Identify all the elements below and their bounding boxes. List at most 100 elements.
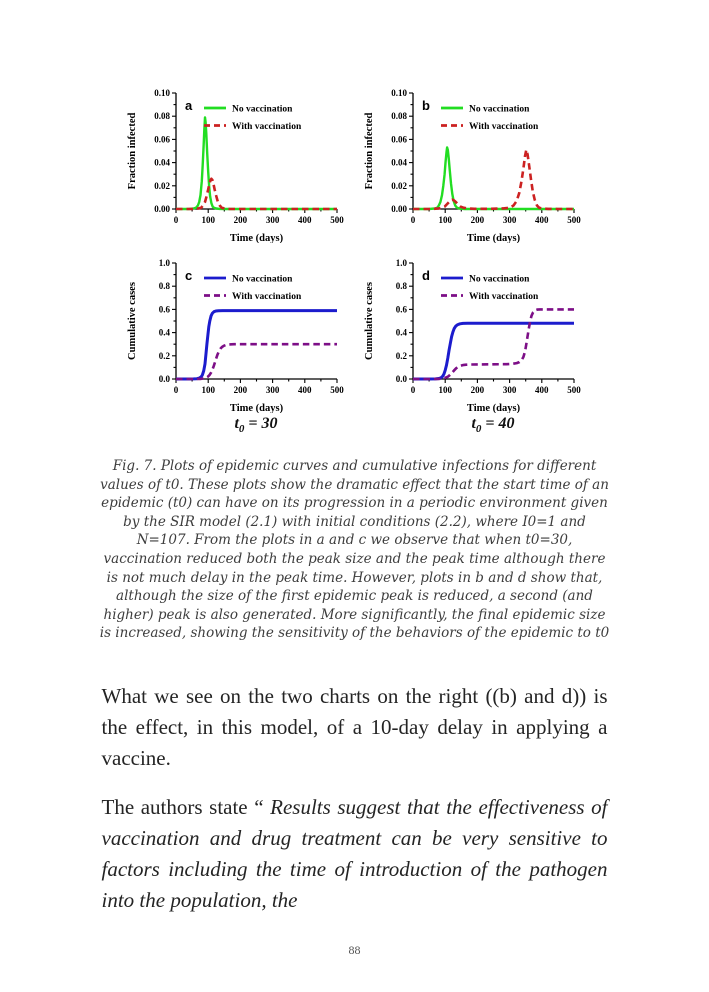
t0-value: = 40 bbox=[485, 415, 515, 432]
svg-text:0: 0 bbox=[410, 215, 415, 225]
caption-line: is not much delay in the peak time. Howe… bbox=[106, 569, 603, 586]
x-axis-title: Time (days) bbox=[466, 403, 520, 413]
chart-cell-b: 0 100 200 300 400 500 0.00 0.02 0.04 0.06 0.08 0.10… bbox=[361, 85, 586, 243]
series-no-vaccination bbox=[412, 146, 574, 211]
legend: No vaccination With vaccination bbox=[440, 105, 539, 132]
paragraph-1: What we see on the two charts on the rig… bbox=[101, 683, 608, 770]
series-with-vaccination bbox=[412, 308, 574, 381]
chart-cell-a: 0 100 200 300 400 500 0.00 0.02 0.04 0.06 0.08 0.10… bbox=[124, 85, 349, 243]
svg-text:0.10: 0.10 bbox=[391, 88, 407, 98]
svg-text:300: 300 bbox=[265, 385, 279, 395]
caption-line: vaccination reduced both the peak size a… bbox=[103, 550, 606, 567]
y-axis-title: Fraction infected bbox=[364, 112, 375, 189]
svg-text:0.2: 0.2 bbox=[158, 351, 170, 361]
t0-label-c: t0 = 30 bbox=[144, 415, 369, 439]
svg-text:0.04: 0.04 bbox=[391, 158, 407, 168]
chart-cell-c: 0 100 200 300 400 500 0.0 0.2 0.4 0.6 0.8 1.0 Time (… bbox=[124, 255, 349, 439]
t0-value: = 30 bbox=[248, 415, 278, 432]
paragraph-2: The authors state “ Results suggest that… bbox=[102, 792, 608, 916]
figure-caption: Fig. 7. Plots of epidemic curves and cum… bbox=[85, 457, 625, 643]
svg-text:0.04: 0.04 bbox=[154, 158, 170, 168]
svg-text:0.08: 0.08 bbox=[154, 111, 170, 121]
series-no-vaccination bbox=[412, 321, 574, 381]
charts-grid: 0 100 200 300 400 500 0.00 0.02 0.04 0.06 0.08 0.10… bbox=[124, 85, 586, 439]
series-with-vaccination bbox=[412, 148, 574, 211]
figure-7: 0 100 200 300 400 500 0.00 0.02 0.04 0.06 0.08 0.10… bbox=[85, 85, 625, 643]
svg-text:100: 100 bbox=[201, 385, 215, 395]
svg-text:200: 200 bbox=[233, 385, 247, 395]
caption-line: N=107. From the plots in a and c we obse… bbox=[136, 532, 573, 549]
caption-line: although the size of the first epidemic … bbox=[116, 588, 593, 605]
svg-text:400: 400 bbox=[298, 385, 312, 395]
svg-text:200: 200 bbox=[233, 215, 247, 225]
series-with-vaccination bbox=[175, 177, 337, 211]
svg-text:500: 500 bbox=[330, 215, 344, 225]
paragraph-2-quote: Results suggest that the effectiveness o… bbox=[101, 794, 608, 912]
svg-text:300: 300 bbox=[502, 215, 516, 225]
svg-text:0.06: 0.06 bbox=[154, 134, 170, 144]
svg-text:1.0: 1.0 bbox=[395, 258, 407, 268]
t0-symbol: t bbox=[234, 415, 239, 432]
svg-text:0.2: 0.2 bbox=[395, 351, 407, 361]
svg-text:1.0: 1.0 bbox=[158, 258, 170, 268]
svg-text:500: 500 bbox=[567, 385, 581, 395]
paragraph-2-lead: The authors state “ bbox=[101, 794, 271, 819]
svg-text:400: 400 bbox=[535, 385, 549, 395]
legend-label-no-vaccination: No vaccination bbox=[232, 105, 293, 115]
t0-subscript: 0 bbox=[475, 423, 482, 436]
svg-text:0.0: 0.0 bbox=[395, 374, 407, 384]
chart-cell-d: 0 100 200 300 400 500 0.0 0.2 0.4 0.6 0.8 1.0 Time (… bbox=[361, 255, 586, 439]
y-axis-title: Cumulative cases bbox=[364, 282, 375, 360]
t0-subscript: 0 bbox=[238, 423, 245, 436]
panel-label: d bbox=[422, 268, 430, 283]
svg-text:500: 500 bbox=[567, 215, 581, 225]
svg-text:500: 500 bbox=[330, 385, 344, 395]
legend-label-with-vaccination: With vaccination bbox=[232, 292, 302, 302]
y-axis-title: Cumulative cases bbox=[127, 282, 138, 360]
svg-text:0.10: 0.10 bbox=[154, 88, 170, 98]
svg-text:200: 200 bbox=[470, 385, 484, 395]
page-number: 88 bbox=[348, 943, 361, 957]
panel-label: c bbox=[185, 268, 192, 283]
caption-line: by the SIR model (2.1) with initial cond… bbox=[123, 513, 586, 530]
svg-text:400: 400 bbox=[535, 215, 549, 225]
svg-text:0: 0 bbox=[173, 215, 178, 225]
legend-label-with-vaccination: With vaccination bbox=[469, 122, 539, 132]
svg-text:300: 300 bbox=[265, 215, 279, 225]
svg-text:0.6: 0.6 bbox=[158, 304, 170, 314]
svg-text:0.8: 0.8 bbox=[395, 281, 407, 291]
series-with-vaccination bbox=[175, 342, 337, 381]
epidemic-curve-chart-a: 0 100 200 300 400 500 0.00 0.02 0.04 0.06 0.08 0.10… bbox=[127, 88, 344, 243]
cumulative-cases-chart-d: 0 100 200 300 400 500 0.0 0.2 0.4 0.6 0.8 1.0 Time (… bbox=[364, 258, 581, 413]
svg-text:0.8: 0.8 bbox=[158, 281, 170, 291]
cumulative-cases-chart-c: 0 100 200 300 400 500 0.0 0.2 0.4 0.6 0.8 1.0 Time (… bbox=[127, 258, 344, 413]
legend-label-no-vaccination: No vaccination bbox=[469, 105, 530, 115]
legend-label-with-vaccination: With vaccination bbox=[469, 292, 539, 302]
svg-text:0.00: 0.00 bbox=[391, 204, 407, 214]
svg-text:0.08: 0.08 bbox=[391, 111, 407, 121]
epidemic-curve-chart-b: 0 100 200 300 400 500 0.00 0.02 0.04 0.06 0.08 0.10… bbox=[364, 88, 581, 243]
panel-label: b bbox=[422, 98, 430, 113]
svg-text:0.00: 0.00 bbox=[154, 204, 170, 214]
svg-text:0.4: 0.4 bbox=[395, 328, 407, 338]
tick-labels: 0 100 200 300 400 500 0.00 0.02 0.04 0.06 0.08 0.10 bbox=[154, 88, 344, 225]
legend-label-no-vaccination: No vaccination bbox=[469, 275, 530, 285]
caption-line: is increased, showing the sensitivity of… bbox=[99, 625, 610, 642]
svg-text:100: 100 bbox=[438, 215, 452, 225]
tick-marks bbox=[171, 262, 338, 383]
caption-line: Fig. 7. Plots of epidemic curves and cum… bbox=[112, 458, 597, 474]
x-axis-title: Time (days) bbox=[229, 233, 283, 243]
y-axis-title: Fraction infected bbox=[127, 112, 138, 189]
t0-label-d: t0 = 40 bbox=[381, 415, 606, 439]
svg-text:0.0: 0.0 bbox=[158, 374, 170, 384]
svg-text:300: 300 bbox=[502, 385, 516, 395]
caption-line: values of t0. These plots show the drama… bbox=[100, 476, 609, 493]
t0-symbol: t bbox=[471, 415, 476, 432]
x-axis-title: Time (days) bbox=[229, 403, 283, 413]
legend-label-no-vaccination: No vaccination bbox=[232, 275, 293, 285]
legend-label-with-vaccination: With vaccination bbox=[232, 122, 302, 132]
tick-labels: 0 100 200 300 400 500 0.00 0.02 0.04 0.06 0.08 0.10 bbox=[391, 88, 581, 225]
legend: No vaccination With vaccination bbox=[440, 275, 539, 302]
legend: No vaccination With vaccination bbox=[203, 105, 302, 132]
svg-text:200: 200 bbox=[470, 215, 484, 225]
